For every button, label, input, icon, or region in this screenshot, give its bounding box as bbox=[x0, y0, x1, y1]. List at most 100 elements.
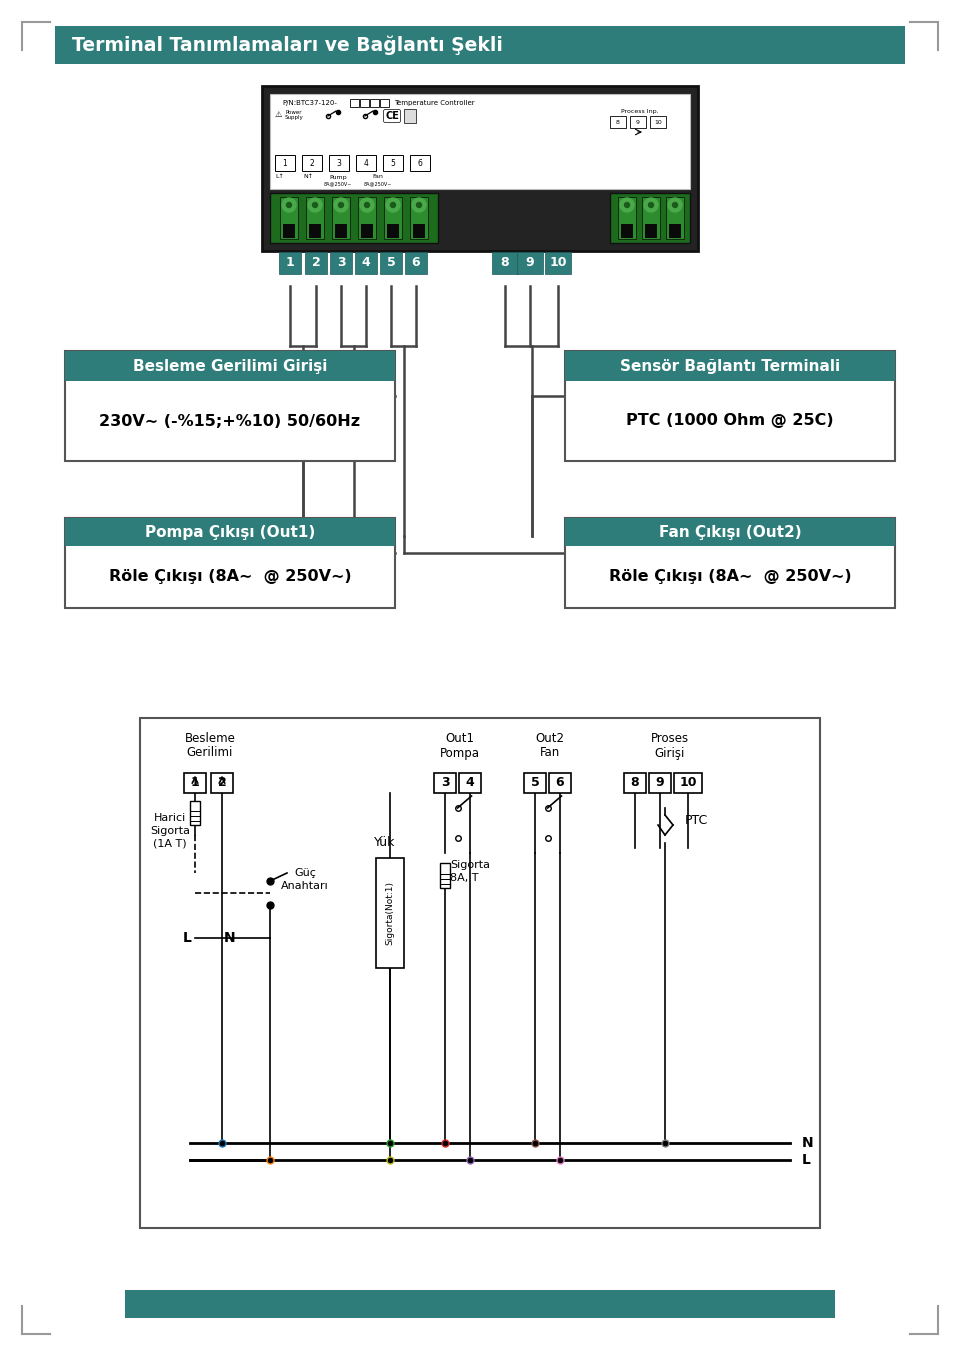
Bar bbox=[674, 773, 702, 793]
Text: 3: 3 bbox=[337, 159, 342, 168]
Bar bbox=[65, 518, 395, 546]
Text: 10: 10 bbox=[549, 256, 566, 270]
Bar bbox=[666, 197, 684, 239]
Text: 8A@250V~: 8A@250V~ bbox=[364, 182, 393, 187]
Text: 8A@250V~: 8A@250V~ bbox=[324, 182, 352, 187]
Bar bbox=[645, 224, 657, 239]
Bar bbox=[618, 197, 636, 239]
Text: N: N bbox=[225, 932, 236, 945]
Circle shape bbox=[334, 198, 348, 212]
Bar bbox=[669, 224, 681, 239]
Circle shape bbox=[360, 198, 374, 212]
Bar bbox=[65, 351, 395, 461]
Text: P/N:BTC37-120-: P/N:BTC37-120- bbox=[282, 100, 337, 106]
Bar bbox=[361, 224, 373, 239]
Text: N↑: N↑ bbox=[303, 175, 313, 179]
Text: 3: 3 bbox=[441, 777, 449, 789]
Bar bbox=[358, 197, 376, 239]
Text: Pump: Pump bbox=[329, 175, 347, 179]
Text: 1: 1 bbox=[286, 256, 295, 270]
Bar bbox=[524, 773, 546, 793]
Text: ⚠: ⚠ bbox=[275, 110, 282, 118]
Text: Process Inp.: Process Inp. bbox=[621, 108, 659, 114]
Bar bbox=[65, 351, 395, 381]
Text: Sigorta(Not:1): Sigorta(Not:1) bbox=[386, 881, 395, 945]
Text: 3: 3 bbox=[337, 256, 346, 270]
Circle shape bbox=[286, 202, 292, 207]
Bar bbox=[380, 252, 402, 274]
Text: CE: CE bbox=[385, 111, 399, 121]
Bar bbox=[610, 117, 626, 127]
Bar bbox=[410, 155, 430, 171]
Text: L: L bbox=[802, 1153, 811, 1168]
Text: 1: 1 bbox=[191, 777, 200, 789]
Bar bbox=[459, 773, 481, 793]
Bar bbox=[309, 224, 321, 239]
Bar bbox=[565, 518, 895, 607]
Bar bbox=[275, 155, 295, 171]
Bar bbox=[370, 99, 379, 107]
Bar bbox=[642, 197, 660, 239]
Text: Anahtarı: Anahtarı bbox=[281, 881, 329, 891]
Text: 8: 8 bbox=[631, 777, 639, 789]
Text: Besleme: Besleme bbox=[184, 731, 235, 744]
Text: 8A, T: 8A, T bbox=[450, 873, 478, 883]
Bar bbox=[190, 801, 200, 824]
Bar bbox=[380, 99, 389, 107]
Circle shape bbox=[412, 198, 426, 212]
Bar bbox=[306, 197, 324, 239]
Bar bbox=[610, 193, 690, 243]
Circle shape bbox=[668, 198, 682, 212]
Text: 5: 5 bbox=[387, 256, 396, 270]
Text: PTC: PTC bbox=[685, 814, 708, 827]
Text: 5: 5 bbox=[391, 159, 396, 168]
Circle shape bbox=[417, 202, 421, 207]
Bar bbox=[65, 518, 395, 607]
Circle shape bbox=[625, 202, 630, 207]
Bar bbox=[335, 224, 347, 239]
Bar bbox=[279, 252, 301, 274]
Bar bbox=[410, 197, 428, 239]
Bar bbox=[383, 155, 403, 171]
Bar bbox=[262, 85, 698, 251]
Circle shape bbox=[620, 198, 634, 212]
Bar bbox=[280, 197, 298, 239]
Bar bbox=[565, 351, 895, 461]
Bar bbox=[270, 193, 438, 243]
Text: Pompa: Pompa bbox=[440, 747, 480, 759]
Bar bbox=[384, 197, 402, 239]
Circle shape bbox=[386, 198, 400, 212]
Bar bbox=[630, 117, 646, 127]
Text: L↑: L↑ bbox=[275, 175, 284, 179]
Bar bbox=[330, 252, 352, 274]
Bar bbox=[184, 773, 206, 793]
Circle shape bbox=[339, 202, 344, 207]
Bar bbox=[624, 773, 646, 793]
Text: Sigorta: Sigorta bbox=[150, 826, 190, 837]
Text: 9: 9 bbox=[656, 777, 664, 789]
Text: 9: 9 bbox=[526, 256, 535, 270]
Bar bbox=[305, 252, 327, 274]
Text: 4: 4 bbox=[364, 159, 369, 168]
Text: Fan: Fan bbox=[540, 747, 560, 759]
Text: 2: 2 bbox=[218, 777, 227, 789]
Text: Temperature Controller: Temperature Controller bbox=[394, 100, 474, 106]
Bar bbox=[413, 224, 425, 239]
Text: L: L bbox=[182, 932, 191, 945]
Bar bbox=[434, 773, 456, 793]
Bar bbox=[650, 117, 666, 127]
Bar bbox=[387, 224, 399, 239]
Text: 4: 4 bbox=[466, 777, 474, 789]
Text: PTC (1000 Ohm @ 25C): PTC (1000 Ohm @ 25C) bbox=[626, 414, 834, 428]
Circle shape bbox=[391, 202, 396, 207]
Bar bbox=[440, 862, 450, 888]
Bar bbox=[302, 155, 322, 171]
Bar bbox=[405, 252, 427, 274]
Text: 6: 6 bbox=[412, 256, 420, 270]
Circle shape bbox=[649, 202, 654, 207]
Bar bbox=[355, 252, 377, 274]
Text: Pompa Çıkışı (Out1): Pompa Çıkışı (Out1) bbox=[145, 525, 315, 540]
Text: 6: 6 bbox=[556, 777, 564, 789]
Bar bbox=[565, 518, 895, 546]
Text: Terminal Tanımlamaları ve Bağlantı Şekli: Terminal Tanımlamaları ve Bağlantı Şekli bbox=[72, 35, 503, 54]
